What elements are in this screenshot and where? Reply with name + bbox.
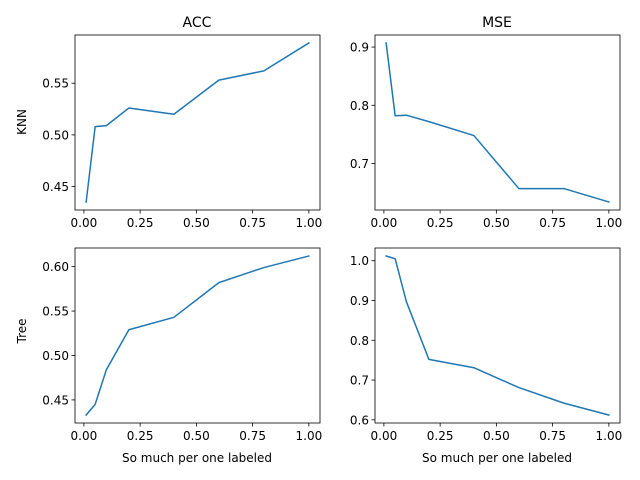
subplot-1: 0.00 0.25 0.50 0.75 1.00 0.45 0.50 0.55 bbox=[42, 34, 323, 230]
x-tick-label-4-5: 1.00 bbox=[596, 429, 623, 443]
col-title-mse: MSE bbox=[482, 15, 512, 31]
x-tick-label-2-3: 0.50 bbox=[483, 216, 510, 230]
xlabel-bottom-right: So much per one labeled bbox=[422, 451, 572, 465]
x-tick-label-4-4: 0.75 bbox=[539, 429, 566, 443]
xlabel-bottom-left: So much per one labeled bbox=[122, 451, 272, 465]
y-tick-label-3-3: 0.55 bbox=[42, 305, 69, 319]
y-tick-label-4-1: 0.6 bbox=[350, 413, 369, 427]
series-line-2-1 bbox=[385, 42, 610, 203]
x-tick-label-1-1: 0.00 bbox=[71, 216, 98, 230]
y-tick-label-4-4: 0.9 bbox=[350, 294, 369, 308]
x-tick-label-3-2: 0.25 bbox=[127, 429, 154, 443]
x-tick-label-4-1: 0.00 bbox=[371, 429, 398, 443]
plot-panels: 0.00 0.25 0.50 0.75 1.00 0.45 0.50 0.55 0.00 0.25… bbox=[42, 34, 623, 443]
x-tick-label-3-3: 0.50 bbox=[183, 429, 210, 443]
axes-frame-1 bbox=[74, 34, 321, 211]
y-tick-label-4-2: 0.7 bbox=[350, 374, 369, 388]
y-tick-label-1-2: 0.50 bbox=[42, 128, 69, 142]
series-line-4-1 bbox=[385, 255, 610, 416]
subplot-2: 0.00 0.25 0.50 0.75 1.00 0.7 0.8 0.9 bbox=[350, 34, 623, 230]
x-tick-label-4-3: 0.50 bbox=[483, 429, 510, 443]
col-title-acc: ACC bbox=[183, 15, 212, 31]
x-tick-label-4-2: 0.25 bbox=[427, 429, 454, 443]
x-tick-label-3-1: 0.00 bbox=[71, 429, 98, 443]
x-tick-label-1-2: 0.25 bbox=[127, 216, 154, 230]
series-line-3-1 bbox=[85, 255, 310, 417]
axes-frame-3 bbox=[74, 247, 321, 424]
subplot-3: 0.00 0.25 0.50 0.75 1.00 0.45 0.50 0.55 0.60 bbox=[42, 247, 323, 443]
x-tick-label-2-5: 1.00 bbox=[596, 216, 623, 230]
row-label-knn: KNN bbox=[15, 109, 29, 135]
series-line-1-1 bbox=[85, 41, 310, 203]
subplot-4: 0.00 0.25 0.50 0.75 1.00 0.6 0.7 0.8 0.9 1.0 bbox=[350, 247, 623, 443]
x-tick-label-3-4: 0.75 bbox=[239, 429, 266, 443]
x-tick-label-1-5: 1.00 bbox=[296, 216, 323, 230]
y-tick-label-3-1: 0.45 bbox=[42, 393, 69, 407]
y-tick-label-3-4: 0.60 bbox=[42, 260, 69, 274]
x-tick-label-2-1: 0.00 bbox=[371, 216, 398, 230]
y-tick-label-4-3: 0.8 bbox=[350, 334, 369, 348]
y-tick-label-2-1: 0.7 bbox=[350, 157, 369, 171]
y-tick-label-2-2: 0.8 bbox=[350, 99, 369, 113]
row-label-tree: Tree bbox=[15, 318, 29, 344]
y-tick-label-2-3: 0.9 bbox=[350, 41, 369, 55]
y-tick-label-1-1: 0.45 bbox=[42, 180, 69, 194]
x-tick-label-2-4: 0.75 bbox=[539, 216, 566, 230]
x-tick-label-3-5: 1.00 bbox=[296, 429, 323, 443]
x-tick-label-1-3: 0.50 bbox=[183, 216, 210, 230]
y-tick-label-3-2: 0.50 bbox=[42, 349, 69, 363]
axes-frame-2 bbox=[374, 34, 621, 211]
x-tick-label-1-4: 0.75 bbox=[239, 216, 266, 230]
y-tick-label-4-5: 1.0 bbox=[350, 254, 369, 268]
y-tick-label-1-3: 0.55 bbox=[42, 77, 69, 91]
axes-frame-4 bbox=[374, 247, 621, 424]
x-tick-label-2-2: 0.25 bbox=[427, 216, 454, 230]
